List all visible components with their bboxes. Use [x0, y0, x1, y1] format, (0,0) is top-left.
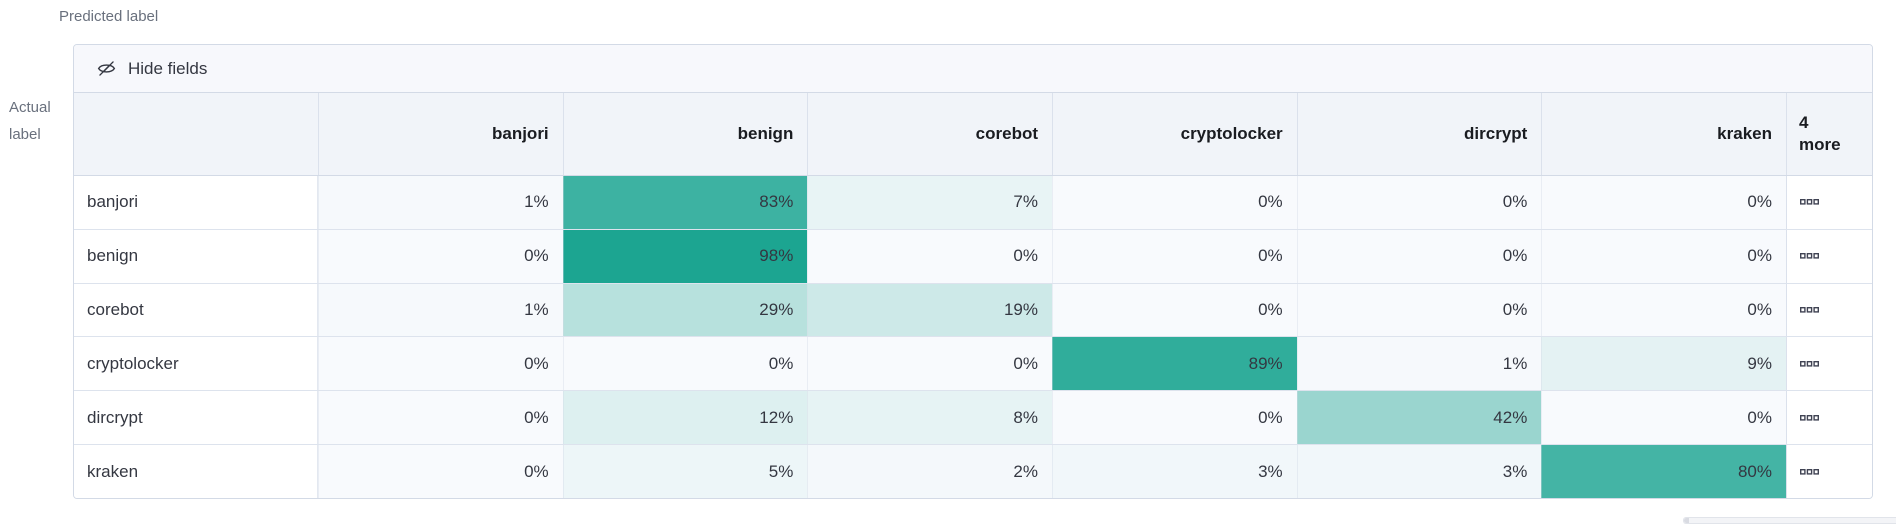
matrix-cell-kraken-benign: 5%: [562, 445, 808, 498]
matrix-cell-corebot-benign: 29%: [562, 283, 808, 337]
matrix-cell-corebot-dircrypt: 0%: [1296, 283, 1542, 337]
column-header-kraken[interactable]: kraken: [1541, 93, 1786, 175]
row-label-banjori: banjori: [74, 176, 318, 229]
row-more-actions-button[interactable]: [1786, 445, 1872, 498]
confusion-matrix-grid: Hide fields banjori benign corebot cryptolo…: [73, 44, 1873, 499]
boxes-horizontal-icon: [1800, 360, 1819, 367]
matrix-cell-banjori-dircrypt: 0%: [1296, 176, 1542, 229]
matrix-cell-banjori-banjori: 1%: [318, 176, 563, 229]
more-columns-header[interactable]: 4 more: [1786, 93, 1872, 175]
actual-axis-label-line2: label: [9, 126, 41, 143]
matrix-cell-corebot-corebot: 19%: [807, 283, 1052, 337]
boxes-horizontal-icon: [1800, 307, 1819, 313]
matrix-cell-banjori-corebot: 7%: [807, 176, 1052, 229]
column-header-banjori[interactable]: banjori: [318, 93, 563, 175]
row-label-kraken: kraken: [74, 445, 318, 498]
row-label-dircrypt: dircrypt: [74, 391, 318, 445]
matrix-cell-cryptolocker-cryptolocker: 89%: [1052, 337, 1297, 391]
hide-fields-button[interactable]: Hide fields: [74, 45, 1872, 93]
row-more-actions-button[interactable]: [1786, 337, 1872, 391]
matrix-cell-dircrypt-kraken: 0%: [1541, 391, 1786, 445]
eye-closed-icon: [97, 61, 116, 76]
matrix-cell-benign-kraken: 0%: [1541, 229, 1786, 283]
hide-fields-label: Hide fields: [128, 58, 208, 78]
matrix-cell-banjori-cryptolocker: 0%: [1052, 176, 1297, 229]
matrix-cell-cryptolocker-dircrypt: 1%: [1296, 337, 1542, 391]
matrix-cell-dircrypt-dircrypt: 42%: [1296, 391, 1542, 445]
row-more-actions-button[interactable]: [1786, 176, 1872, 229]
matrix-row-kraken: kraken 0% 5% 2% 3% 3% 80%: [74, 444, 1872, 498]
column-header-row: banjori benign corebot cryptolocker dircrypt…: [74, 93, 1872, 176]
matrix-cell-cryptolocker-corebot: 0%: [807, 337, 1052, 391]
matrix-cell-kraken-corebot: 2%: [807, 445, 1052, 498]
matrix-cell-cryptolocker-benign: 0%: [562, 337, 808, 391]
horizontal-scrollbar[interactable]: [1683, 517, 1896, 524]
row-more-actions-button[interactable]: [1786, 229, 1872, 283]
matrix-cell-corebot-cryptolocker: 0%: [1052, 283, 1297, 337]
matrix-cell-banjori-benign: 83%: [562, 176, 808, 229]
boxes-horizontal-icon: [1800, 253, 1819, 259]
actual-axis-label-line1: Actual: [9, 99, 51, 116]
row-label-corebot: corebot: [74, 283, 318, 337]
boxes-horizontal-icon: [1800, 199, 1819, 206]
row-label-cryptolocker: cryptolocker: [74, 337, 318, 391]
more-columns-word: more: [1799, 135, 1841, 154]
matrix-cell-kraken-banjori: 0%: [318, 445, 563, 498]
matrix-cell-benign-banjori: 0%: [318, 229, 563, 283]
actual-axis-label: Actual label: [9, 94, 51, 148]
matrix-cell-benign-benign: 98%: [562, 229, 808, 283]
matrix-cell-kraken-dircrypt: 3%: [1296, 445, 1542, 498]
matrix-cell-corebot-kraken: 0%: [1541, 283, 1786, 337]
matrix-cell-benign-corebot: 0%: [807, 229, 1052, 283]
matrix-cell-dircrypt-corebot: 8%: [807, 391, 1052, 445]
matrix-cell-kraken-cryptolocker: 3%: [1052, 445, 1297, 498]
matrix-cell-benign-dircrypt: 0%: [1296, 229, 1542, 283]
matrix-cell-benign-cryptolocker: 0%: [1052, 229, 1297, 283]
row-more-actions-button[interactable]: [1786, 283, 1872, 337]
matrix-row-cryptolocker: cryptolocker 0% 0% 0% 89% 1% 9%: [74, 336, 1872, 391]
row-more-actions-button[interactable]: [1786, 391, 1872, 445]
more-columns-count: 4: [1799, 113, 1809, 132]
column-header-benign[interactable]: benign: [562, 93, 808, 175]
row-label-benign: benign: [74, 229, 318, 283]
matrix-cell-banjori-kraken: 0%: [1541, 176, 1786, 229]
matrix-cell-cryptolocker-banjori: 0%: [318, 337, 563, 391]
boxes-horizontal-icon: [1800, 468, 1819, 475]
matrix-cell-dircrypt-banjori: 0%: [318, 391, 563, 445]
matrix-row-benign: benign 0% 98% 0% 0% 0% 0%: [74, 228, 1872, 283]
column-header-dircrypt[interactable]: dircrypt: [1296, 93, 1542, 175]
column-header-corebot[interactable]: corebot: [807, 93, 1052, 175]
matrix-cell-corebot-banjori: 1%: [318, 283, 563, 337]
predicted-axis-label: Predicted label: [59, 8, 159, 25]
matrix-row-corebot: corebot 1% 29% 19% 0% 0% 0%: [74, 282, 1872, 337]
matrix-cell-kraken-kraken: 80%: [1541, 445, 1786, 498]
matrix-body: banjori 1% 83% 7% 0% 0% 0% benign 0% 98% 0% 0% 0% 0% c…: [74, 176, 1872, 498]
matrix-cell-dircrypt-benign: 12%: [562, 391, 808, 445]
matrix-row-banjori: banjori 1% 83% 7% 0% 0% 0%: [74, 176, 1872, 229]
corner-header-cell: [74, 93, 318, 175]
matrix-cell-cryptolocker-kraken: 9%: [1541, 337, 1786, 391]
column-header-cryptolocker[interactable]: cryptolocker: [1052, 93, 1297, 175]
boxes-horizontal-icon: [1800, 414, 1819, 421]
matrix-cell-dircrypt-cryptolocker: 0%: [1052, 391, 1297, 445]
matrix-row-dircrypt: dircrypt 0% 12% 8% 0% 42% 0%: [74, 390, 1872, 445]
